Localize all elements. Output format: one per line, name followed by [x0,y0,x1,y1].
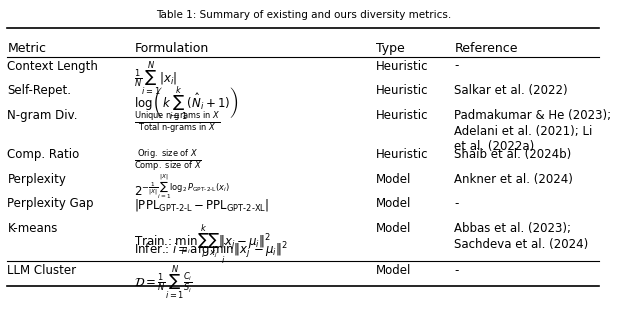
Text: Heuristic: Heuristic [376,109,428,122]
Text: Sachdeva et al. (2024): Sachdeva et al. (2024) [454,238,589,251]
Text: Abbas et al. (2023);: Abbas et al. (2023); [454,222,572,235]
Text: Train.: $\min_{\mu_i}\sum_i^k\sum_{x_j}\|x_j - \mu_i\|^2$: Train.: $\min_{\mu_i}\sum_i^k\sum_{x_j}\… [134,222,271,260]
Text: Model: Model [376,197,412,210]
Text: Heuristic: Heuristic [376,148,428,161]
Text: $\frac{\mathrm{Unique\ n\text{-}grams\ in\ }X}{\mathrm{Total\ n\text{-}grams\ in: $\frac{\mathrm{Unique\ n\text{-}grams\ i… [134,109,221,135]
Text: N-gram Div.: N-gram Div. [8,109,78,122]
Text: Heuristic: Heuristic [376,84,428,97]
Text: Perplexity Gap: Perplexity Gap [8,197,94,210]
Text: Ankner et al. (2024): Ankner et al. (2024) [454,172,573,185]
Text: LLM Cluster: LLM Cluster [8,264,77,277]
Text: Self-Repet.: Self-Repet. [8,84,72,97]
Text: Type: Type [376,42,404,56]
Text: $2^{-\frac{1}{|X|}\sum_{i=1}^{|X|}\log_2 P_{\mathrm{GPT\text{-}2\text{-}L}}(x_i): $2^{-\frac{1}{|X|}\sum_{i=1}^{|X|}\log_2… [134,172,230,201]
Text: Perplexity: Perplexity [8,172,67,185]
Text: $\frac{1}{N}\sum_{i=1}^{N}|x_i|$: $\frac{1}{N}\sum_{i=1}^{N}|x_i|$ [134,60,177,98]
Text: Table 1: Summary of existing and ours diversity metrics.: Table 1: Summary of existing and ours di… [156,10,451,20]
Text: Model: Model [376,264,412,277]
Text: Reference: Reference [454,42,518,56]
Text: Heuristic: Heuristic [376,60,428,73]
Text: et al. (2022a): et al. (2022a) [454,140,534,153]
Text: -: - [454,60,459,73]
Text: Comp. Ratio: Comp. Ratio [8,148,79,161]
Text: Adelani et al. (2021); Li: Adelani et al. (2021); Li [454,125,593,138]
Text: Model: Model [376,172,412,185]
Text: -: - [454,197,459,210]
Text: -: - [454,264,459,277]
Text: Model: Model [376,222,412,235]
Text: $\mathcal{D} = \frac{1}{N}\sum_{i=1}^{N}\frac{C_i}{S_i}$: $\mathcal{D} = \frac{1}{N}\sum_{i=1}^{N}… [134,264,193,302]
Text: Context Length: Context Length [8,60,99,73]
Text: Shaib et al. (2024b): Shaib et al. (2024b) [454,148,572,161]
Text: $\frac{\mathrm{Orig.\ size\ of\ }X}{\mathrm{Comp.\ size\ of\ }X}$: $\frac{\mathrm{Orig.\ size\ of\ }X}{\mat… [134,148,202,173]
Text: $\log\left(k\sum_{i=1}^{k}(\hat{N}_i+1)\right)$: $\log\left(k\sum_{i=1}^{k}(\hat{N}_i+1)\… [134,84,239,122]
Text: Metric: Metric [8,42,47,56]
Text: Salkar et al. (2022): Salkar et al. (2022) [454,84,568,97]
Text: Padmakumar & He (2023);: Padmakumar & He (2023); [454,109,612,122]
Text: $|\mathrm{PPL}_{\mathrm{GPT\text{-}2\text{-}L}} - \mathrm{PPL}_{\mathrm{GPT\text: $|\mathrm{PPL}_{\mathrm{GPT\text{-}2\tex… [134,197,269,214]
Text: Infer.: $i = \arg\min_i \|x_j - \mu_i\|^2$: Infer.: $i = \arg\min_i \|x_j - \mu_i\|^… [134,241,288,266]
Text: Formulation: Formulation [134,42,209,56]
Text: K-means: K-means [8,222,58,235]
